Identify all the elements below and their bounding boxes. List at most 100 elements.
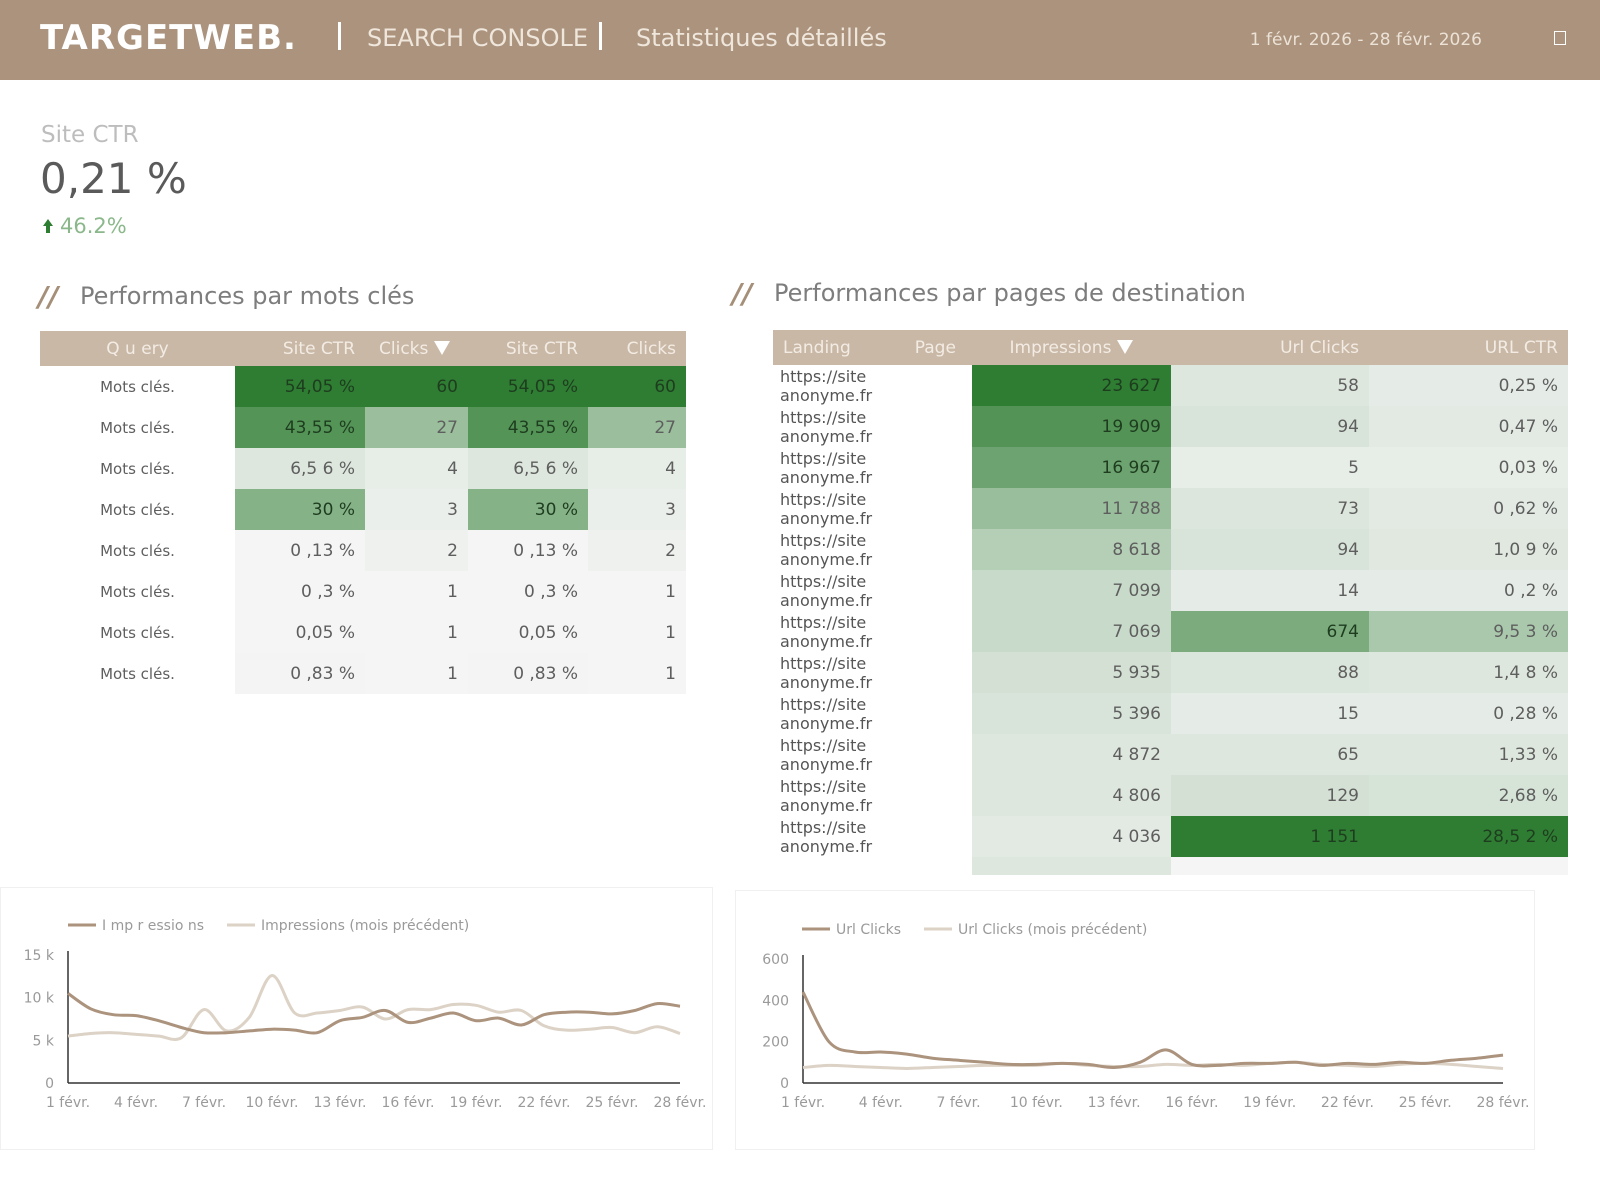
legend-label[interactable]: Url Clicks (mois précédent) [958,922,1147,938]
col-header-page: Page [914,337,956,358]
landing-page-link[interactable]: https://site anonyme.fr [773,570,972,611]
x-tick-label: 4 févr. [859,1095,903,1111]
query-cell: Mots clés. [40,653,235,694]
url-ctr-cell: 0,47 % [1369,406,1568,447]
legend-label[interactable]: Url Clicks [836,922,901,938]
table-row[interactable]: https://site anonyme.fr 19 909 94 0,47 % [773,406,1568,447]
site-ctr-cell: 0 ,3 % [235,571,365,612]
x-tick-label: 16 févr. [381,1095,434,1111]
empty-cell [1171,857,1369,875]
impressions-cell: 5 935 [972,652,1171,693]
date-range-picker[interactable]: 1 févr. 2026 - 28 févr. 2026 [1249,30,1482,50]
col-header-impressions[interactable]: Impressions [972,330,1171,365]
table-row[interactable]: Mots clés. 0 ,13 % 2 0 ,13 % 2 [40,530,686,571]
url-ctr-cell: 0,03 % [1369,447,1568,488]
url-clicks-cell: 73 [1171,488,1369,529]
table-row[interactable]: Mots clés. 30 % 3 30 % 3 [40,489,686,530]
table-row[interactable]: https://site anonyme.fr 7 069 674 9,5 3 % [773,611,1568,652]
col-header-query[interactable]: Q u ery [40,331,235,366]
x-tick-label: 13 févr. [1088,1095,1141,1111]
col-header-url-clicks[interactable]: Url Clicks [1171,330,1369,365]
landing-page-link[interactable]: https://site anonyme.fr [773,816,972,857]
impressions-cell: 11 788 [972,488,1171,529]
sort-desc-icon[interactable] [1117,339,1134,354]
header-separator [599,22,602,50]
logo: TARGETWEB. [40,18,297,58]
table-row[interactable]: https://site anonyme.fr 23 627 58 0,25 % [773,365,1568,406]
url-clicks-cell: 58 [1171,365,1369,406]
series-line-previous[interactable] [802,1060,1504,1070]
table-row[interactable]: https://site anonyme.fr 11 788 73 0 ,62 % [773,488,1568,529]
impressions-cell: 23 627 [972,365,1171,406]
table-row[interactable]: https://site anonyme.fr 8 618 94 1,0 9 % [773,529,1568,570]
clicks-cell: 1 [365,653,468,694]
x-tick-label: 13 févr. [313,1095,366,1111]
col-header-clicks[interactable]: Clicks [365,331,468,366]
legend-label[interactable]: I mp r essio ns [102,918,204,934]
site-ctr-cell: 0,05 % [468,612,588,653]
legend-label[interactable]: Impressions (mois précédent) [261,918,469,934]
table-row[interactable]: Mots clés. 6,5 6 % 4 6,5 6 % 4 [40,448,686,489]
table-row[interactable]: Mots clés. 54,05 % 60 54,05 % 60 [40,366,686,407]
col-header-site-ctr[interactable]: Site CTR [468,331,588,366]
series-line-current[interactable] [67,992,681,1035]
impressions-cell: 7 099 [972,570,1171,611]
table-row[interactable]: https://site anonyme.fr 5 935 88 1,4 8 % [773,652,1568,693]
col-header-site-ctr[interactable]: Site CTR [235,331,365,366]
table-row[interactable]: https://site anonyme.fr 5 396 15 0 ,28 % [773,693,1568,734]
x-tick-label: 19 févr. [1243,1095,1296,1111]
table-row[interactable]: https://site anonyme.fr 4 872 65 1,33 % [773,734,1568,775]
site-ctr-cell: 0 ,13 % [468,530,588,571]
keywords-section-title: Performances par mots clés [80,282,415,310]
x-tick-label: 1 févr. [46,1095,90,1111]
table-row[interactable]: https://site anonyme.fr 4 036 1 151 28,5 2 … [773,816,1568,857]
clicks-cell: 3 [365,489,468,530]
table-row[interactable]: Mots clés. 0,05 % 1 0,05 % 1 [40,612,686,653]
square-icon[interactable] [1554,31,1566,45]
x-tick-label: 7 févr. [937,1095,981,1111]
series-line-current[interactable] [801,991,1504,1070]
landing-page-link[interactable]: https://site anonyme.fr [773,365,972,406]
series-line-previous[interactable] [67,974,681,1041]
clicks-cell: 4 [588,448,686,489]
table-row[interactable]: https://site anonyme.fr 7 099 14 0 ,2 % [773,570,1568,611]
landing-page-link[interactable]: https://site anonyme.fr [773,488,972,529]
url-clicks-cell: 88 [1171,652,1369,693]
landing-page-link[interactable]: https://site anonyme.fr [773,529,972,570]
table-row[interactable]: https://site anonyme.fr 4 806 129 2,68 % [773,775,1568,816]
table-row[interactable]: Mots clés. 0 ,83 % 1 0 ,83 % 1 [40,653,686,694]
col-header-url-ctr[interactable]: URL CTR [1369,330,1568,365]
site-ctr-cell: 0 ,83 % [235,653,365,694]
impressions-cell: 16 967 [972,447,1171,488]
url-ctr-cell: 1,0 9 % [1369,529,1568,570]
x-tick-label: 4 févr. [114,1095,158,1111]
x-tick-label: 22 févr. [1321,1095,1374,1111]
table-header-row: Landing Page Impressions Url Clicks URL C… [773,330,1568,365]
query-cell: Mots clés. [40,571,235,612]
landing-page-link[interactable]: https://site anonyme.fr [773,611,972,652]
landing-page-link[interactable]: https://site anonyme.fr [773,775,972,816]
url-clicks-line-chart[interactable]: Url Clicks Url Clicks (mois précédent) 0 20… [736,891,1534,1149]
site-ctr-cell: 30 % [468,489,588,530]
impressions-line-chart[interactable]: I mp r essio ns Impressions (mois précéde… [1,888,712,1149]
table-row[interactable]: Mots clés. 43,55 % 27 43,55 % 27 [40,407,686,448]
empty-cell [972,857,1171,875]
x-tick-label: 19 févr. [449,1095,502,1111]
landing-page-link[interactable]: https://site anonyme.fr [773,693,972,734]
table-row[interactable]: Mots clés. 0 ,3 % 1 0 ,3 % 1 [40,571,686,612]
x-tick-label: 7 févr. [182,1095,226,1111]
site-ctr-cell: 0 ,83 % [468,653,588,694]
landing-page-link[interactable]: https://site anonyme.fr [773,447,972,488]
landing-page-link[interactable]: https://site anonyme.fr [773,734,972,775]
landing-page-link[interactable]: https://site anonyme.fr [773,652,972,693]
clicks-cell: 1 [588,653,686,694]
x-tick-label: 16 févr. [1165,1095,1218,1111]
col-header-clicks[interactable]: Clicks [588,331,686,366]
landing-page-link[interactable]: https://site anonyme.fr [773,406,972,447]
table-row[interactable]: https://site anonyme.fr 16 967 5 0,03 % [773,447,1568,488]
col-header-landing-page[interactable]: Landing Page [773,330,972,365]
sort-desc-icon[interactable] [434,340,451,355]
site-ctr-cell: 0 ,3 % [468,571,588,612]
site-ctr-cell: 0 ,13 % [235,530,365,571]
impressions-cell: 7 069 [972,611,1171,652]
